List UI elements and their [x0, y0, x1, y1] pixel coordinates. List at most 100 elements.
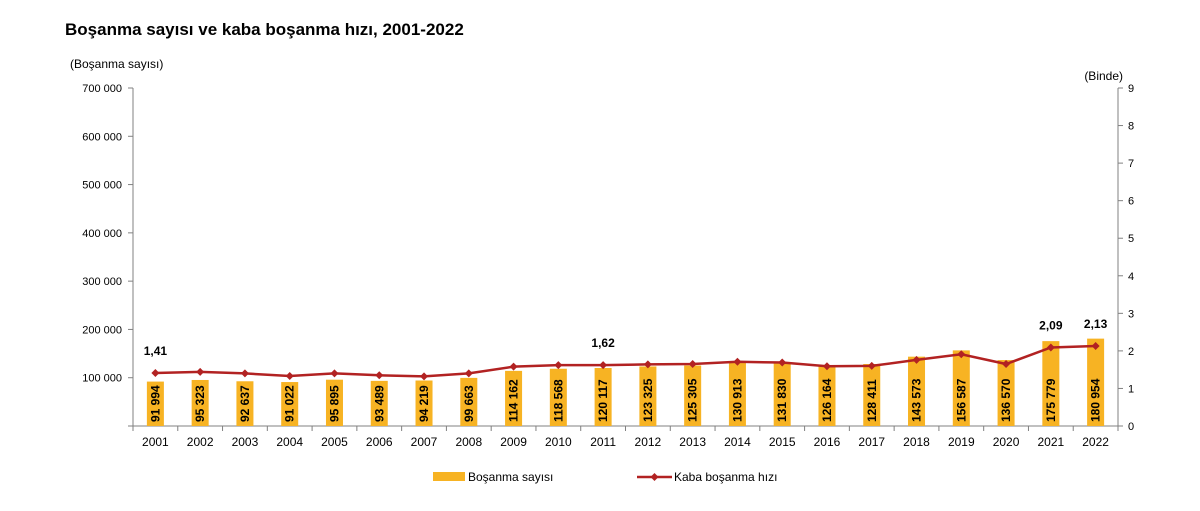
y-right-tick-label: 7 [1128, 158, 1134, 170]
y-left-tick-label: 700 000 [82, 83, 122, 95]
line-series-group: 1,41 1,62 2,09 2,13 [144, 317, 1108, 381]
x-tick-label: 2020 [993, 435, 1020, 449]
legend-bar-label: Boşanma sayısı [468, 470, 553, 484]
bar-data-label: 143 573 [910, 378, 924, 422]
x-tick-label: 2016 [814, 435, 841, 449]
bar [549, 368, 567, 426]
line-data-label: 2,09 [1039, 319, 1063, 333]
y-right-tick-label: 3 [1128, 308, 1134, 320]
line-point [375, 371, 384, 380]
bar-data-label: 95 895 [327, 385, 341, 422]
bar [1042, 341, 1060, 426]
line-point [912, 355, 921, 364]
bar [728, 362, 746, 426]
line-data-label: 1,41 [144, 344, 168, 358]
line-series-path [155, 344, 1096, 378]
bar [325, 379, 343, 426]
line-point [330, 369, 339, 378]
chart-title: Boşanma sayısı ve kaba boşanma hızı, 200… [65, 20, 464, 39]
line-data-label: 1,62 [591, 336, 615, 350]
bar-data-label: 91 994 [148, 385, 162, 422]
bar [460, 377, 478, 426]
line-point [464, 369, 473, 378]
line-point [599, 361, 608, 370]
bar [281, 382, 299, 426]
line-point [822, 362, 831, 371]
bar [639, 366, 657, 426]
bar [415, 380, 433, 426]
x-tick-label: 2007 [411, 435, 438, 449]
line-data-label: 2,13 [1084, 317, 1108, 331]
y-left-tick-label: 300 000 [82, 276, 122, 288]
bar [146, 381, 164, 426]
legend-bar-swatch [433, 472, 465, 481]
y-right-tick-label: 5 [1128, 233, 1134, 245]
line-point [867, 361, 876, 370]
y-left-tick-label: 600 000 [82, 131, 122, 143]
line-point [509, 362, 518, 371]
x-tick-label: 2006 [366, 435, 393, 449]
x-tick-label: 2012 [635, 435, 662, 449]
y-left-tick-label: 200 000 [82, 324, 122, 336]
y-left-tick-label: 100 000 [82, 373, 122, 385]
line-point [1002, 360, 1011, 369]
bar-data-label: 136 570 [999, 378, 1013, 422]
bar [863, 363, 881, 426]
x-tick-label: 2005 [321, 435, 348, 449]
bar-data-label: 175 779 [1044, 378, 1058, 422]
bar-data-label: 93 489 [372, 385, 386, 422]
y-right-tick-label: 2 [1128, 346, 1134, 358]
y-right-tick-label: 8 [1128, 121, 1134, 133]
x-tick-label: 2017 [858, 435, 885, 449]
x-tick-label: 2003 [232, 435, 259, 449]
legend-line-label: Kaba boşanma hızı [674, 470, 777, 484]
y-right-axis-label: (Binde) [1084, 69, 1123, 83]
bars-group: 91 994 95 323 92 637 91 022 95 895 93 489 94 2… [146, 338, 1105, 426]
line-point [1046, 343, 1055, 352]
bar-data-label: 94 219 [417, 385, 431, 422]
y-right-tick-label: 9 [1128, 83, 1134, 95]
bar [952, 350, 970, 426]
bar [997, 360, 1015, 426]
bar-data-label: 130 913 [730, 378, 744, 422]
bar-data-label: 125 305 [686, 378, 700, 422]
x-tick-label: 2004 [276, 435, 303, 449]
y-left-axis-label: (Boşanma sayısı) [70, 57, 163, 71]
x-tick-label: 2009 [500, 435, 527, 449]
x-tick-label: 2019 [948, 435, 975, 449]
bar-data-label: 180 954 [1089, 378, 1103, 422]
bar-data-label: 123 325 [641, 378, 655, 422]
bar [818, 365, 836, 426]
x-tick-label: 2015 [769, 435, 796, 449]
y-right-tick-label: 0 [1128, 421, 1134, 433]
line-point [643, 360, 652, 369]
x-tick-label: 2008 [455, 435, 482, 449]
bar-data-label: 120 117 [596, 379, 610, 422]
bar-data-label: 156 587 [954, 378, 968, 422]
y-left-tick-label: 500 000 [82, 180, 122, 192]
line-point [957, 350, 966, 359]
bar [908, 356, 926, 426]
bar-data-label: 99 663 [462, 385, 476, 422]
bar-data-label: 114 162 [507, 379, 521, 422]
line-point [420, 372, 429, 381]
legend-line-marker [650, 473, 659, 481]
bar [236, 381, 254, 426]
bar-data-label: 91 022 [283, 385, 297, 422]
bar [684, 365, 702, 426]
bar [1087, 338, 1105, 426]
x-tick-label: 2014 [724, 435, 751, 449]
bar-data-label: 128 411 [865, 379, 879, 422]
y-right-tick-label: 6 [1128, 196, 1134, 208]
bar-data-label: 126 164 [820, 378, 834, 422]
bar-data-label: 95 323 [193, 385, 207, 422]
x-tick-label: 2002 [187, 435, 214, 449]
x-tick-label: 2018 [903, 435, 930, 449]
bar [191, 379, 209, 426]
y-left-tick-label: 400 000 [82, 228, 122, 240]
line-point [554, 361, 563, 370]
line-point [688, 360, 697, 369]
bar [773, 362, 791, 426]
x-tick-label: 2001 [142, 435, 169, 449]
